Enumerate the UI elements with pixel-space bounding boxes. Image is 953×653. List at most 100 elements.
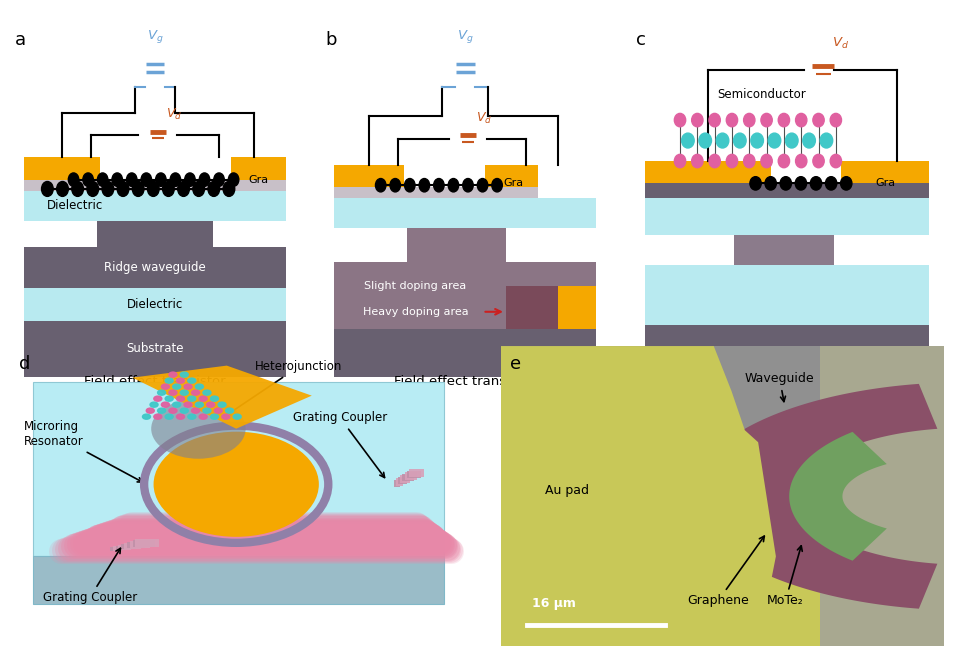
Circle shape	[169, 408, 176, 413]
Circle shape	[161, 384, 170, 389]
Text: e: e	[509, 355, 520, 373]
FancyBboxPatch shape	[132, 540, 154, 547]
FancyBboxPatch shape	[485, 165, 537, 187]
Circle shape	[188, 378, 195, 383]
Circle shape	[165, 396, 173, 401]
FancyBboxPatch shape	[397, 477, 406, 485]
FancyBboxPatch shape	[820, 346, 943, 646]
Text: Microring
Resonator: Microring Resonator	[24, 421, 142, 482]
FancyBboxPatch shape	[97, 221, 213, 247]
Circle shape	[155, 173, 166, 186]
Circle shape	[87, 182, 98, 197]
Circle shape	[176, 378, 184, 383]
Circle shape	[780, 177, 791, 190]
Circle shape	[195, 402, 203, 407]
Text: Heterojunction: Heterojunction	[737, 375, 836, 388]
FancyBboxPatch shape	[406, 471, 420, 478]
FancyBboxPatch shape	[500, 346, 943, 646]
Circle shape	[708, 154, 720, 168]
Circle shape	[127, 173, 137, 186]
FancyBboxPatch shape	[112, 547, 122, 550]
Circle shape	[742, 154, 754, 168]
Circle shape	[809, 177, 821, 190]
Circle shape	[691, 114, 702, 127]
Circle shape	[153, 414, 162, 419]
Circle shape	[192, 408, 199, 413]
Text: b: b	[325, 31, 336, 49]
FancyBboxPatch shape	[334, 328, 596, 377]
Text: Substrate: Substrate	[126, 342, 184, 355]
FancyBboxPatch shape	[334, 165, 403, 187]
Text: a: a	[15, 31, 27, 49]
FancyBboxPatch shape	[24, 180, 286, 191]
Circle shape	[199, 414, 207, 419]
Text: Semiconductor: Semiconductor	[717, 88, 805, 101]
Circle shape	[778, 154, 789, 168]
Circle shape	[749, 177, 760, 190]
Circle shape	[157, 408, 166, 413]
Circle shape	[434, 178, 444, 192]
Circle shape	[180, 408, 188, 413]
Circle shape	[699, 133, 711, 148]
Circle shape	[180, 390, 188, 395]
FancyBboxPatch shape	[24, 191, 286, 221]
Circle shape	[225, 408, 233, 413]
Circle shape	[680, 133, 694, 148]
Circle shape	[132, 182, 144, 197]
Circle shape	[161, 402, 170, 407]
Polygon shape	[33, 382, 443, 556]
Circle shape	[56, 182, 69, 197]
Text: $V_g$: $V_g$	[456, 28, 473, 45]
FancyBboxPatch shape	[127, 542, 145, 549]
Circle shape	[674, 114, 685, 127]
Text: Gra: Gra	[874, 178, 894, 187]
Circle shape	[674, 154, 685, 168]
Circle shape	[708, 114, 720, 127]
Circle shape	[795, 114, 806, 127]
FancyBboxPatch shape	[24, 321, 286, 377]
Circle shape	[117, 182, 129, 197]
FancyBboxPatch shape	[644, 183, 928, 199]
Circle shape	[83, 173, 93, 186]
Circle shape	[829, 114, 841, 127]
FancyBboxPatch shape	[334, 262, 596, 328]
Circle shape	[476, 178, 487, 192]
Circle shape	[192, 390, 199, 395]
Circle shape	[213, 173, 224, 186]
FancyBboxPatch shape	[231, 157, 286, 180]
Circle shape	[448, 178, 458, 192]
Circle shape	[177, 182, 189, 197]
FancyBboxPatch shape	[121, 544, 135, 549]
FancyBboxPatch shape	[115, 545, 127, 550]
Circle shape	[211, 396, 218, 401]
Circle shape	[69, 173, 79, 186]
Circle shape	[146, 408, 154, 413]
Circle shape	[188, 414, 195, 419]
Circle shape	[764, 177, 776, 190]
Circle shape	[112, 173, 122, 186]
Circle shape	[184, 384, 192, 389]
Circle shape	[218, 402, 226, 407]
Circle shape	[195, 384, 203, 389]
FancyBboxPatch shape	[500, 346, 943, 430]
Polygon shape	[691, 384, 937, 609]
Circle shape	[151, 398, 245, 458]
Circle shape	[733, 133, 745, 148]
FancyBboxPatch shape	[334, 199, 596, 228]
Text: Graphene: Graphene	[686, 536, 763, 607]
Circle shape	[760, 154, 771, 168]
Circle shape	[180, 372, 188, 377]
FancyBboxPatch shape	[402, 473, 414, 481]
Circle shape	[492, 178, 502, 192]
Circle shape	[795, 177, 805, 190]
Circle shape	[176, 396, 184, 401]
FancyBboxPatch shape	[644, 265, 928, 325]
FancyBboxPatch shape	[395, 478, 403, 486]
Circle shape	[153, 432, 318, 537]
Text: $V_d$: $V_d$	[166, 107, 182, 122]
Circle shape	[157, 390, 166, 395]
Circle shape	[750, 133, 762, 148]
Circle shape	[169, 372, 176, 377]
Circle shape	[390, 178, 400, 192]
FancyBboxPatch shape	[124, 543, 140, 549]
